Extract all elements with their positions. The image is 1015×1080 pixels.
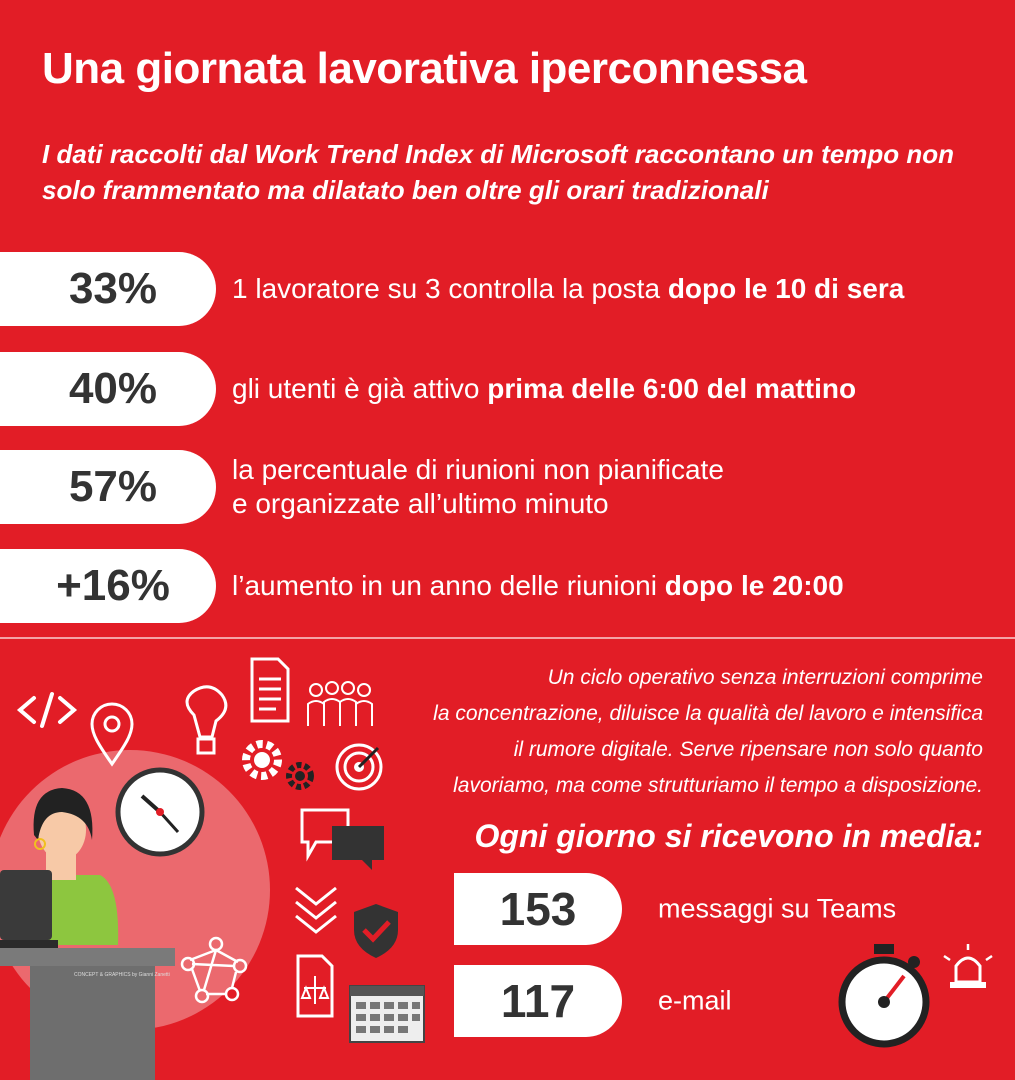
stat-row: 57% la percentuale di riunioni non piani… [0, 450, 1015, 524]
target-icon [335, 743, 383, 791]
stat-row: +16% l’aumento in un anno delle riunioni… [0, 549, 1015, 623]
stat-value: 33% [0, 252, 216, 326]
daily-label: messaggi su Teams [658, 893, 897, 924]
lightbulb-icon [185, 685, 228, 755]
stat-text: l’aumento in un anno delle riunioni dopo… [232, 570, 844, 601]
calendar-icon [349, 985, 425, 1043]
stat-text: 1 lavoratore su 3 controlla la posta dop… [232, 273, 905, 304]
stat-value: +16% [0, 549, 216, 623]
daily-label: e-mail [658, 985, 732, 1016]
stat-text: la percentuale di riunioni non pianifica… [232, 454, 724, 519]
stat-value: 57% [0, 450, 216, 524]
chevron-down-icon [295, 886, 337, 934]
gear-icon [242, 740, 314, 790]
document-icon [250, 657, 290, 723]
stat-row: 33% 1 lavoratore su 3 controlla la posta… [0, 252, 1015, 326]
credit-text: CONCEPT & GRAPHICS by Gianni Zanetti [74, 972, 170, 978]
shield-check-icon [354, 904, 398, 958]
stat-row: 40% gli utenti è già attivo prima delle … [0, 352, 1015, 426]
team-icon [307, 681, 373, 726]
alarm-light-icon [943, 944, 993, 988]
daily-row: 153 messaggi su Teams [454, 873, 896, 945]
location-pin-icon [90, 702, 134, 767]
stat-text: gli utenti è già attivo prima delle 6:00… [232, 373, 857, 404]
network-icon [180, 936, 248, 1004]
stopwatch-icon [838, 944, 930, 1048]
code-icon [16, 692, 78, 728]
daily-row: 117 e-mail [454, 965, 814, 1037]
daily-title: Ogni giorno si ricevono in media: [474, 818, 984, 854]
section-divider [0, 637, 1015, 639]
clock-icon [115, 767, 205, 857]
daily-value: 153 [454, 873, 622, 945]
chat-icon [300, 808, 384, 870]
legal-document-icon [296, 954, 334, 1018]
page-subtitle: I dati raccolti dal Work Trend Index di … [42, 139, 955, 205]
page-title: Una giornata lavorativa iperconnessa [42, 44, 807, 93]
daily-value: 117 [454, 965, 622, 1037]
quote-text: Un ciclo operativo senza interruzioni co… [433, 666, 983, 797]
stat-value: 40% [0, 352, 216, 426]
